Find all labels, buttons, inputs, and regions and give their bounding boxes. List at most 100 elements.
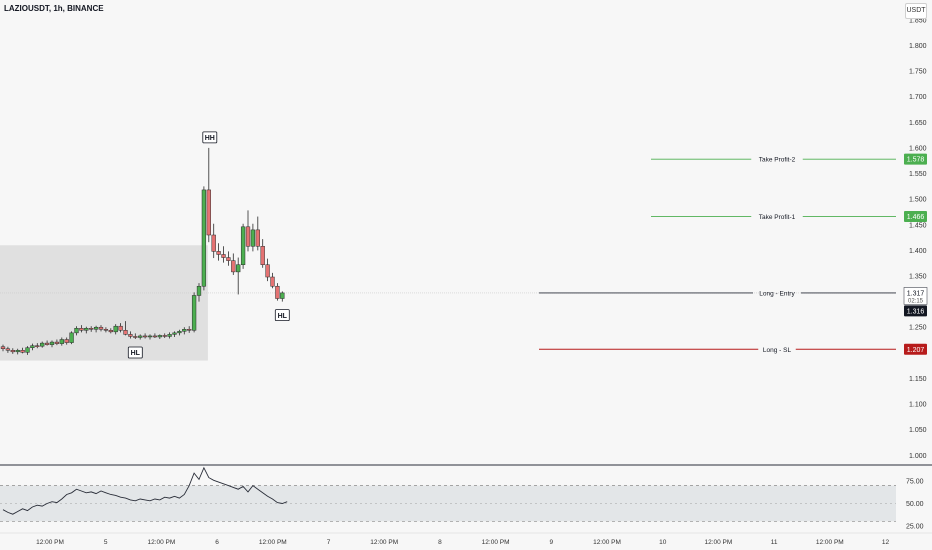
candle-body	[250, 229, 256, 247]
candle-body	[79, 327, 84, 331]
annotation-box	[127, 346, 143, 359]
candle	[201, 186, 207, 291]
annotation-label: HH	[202, 131, 218, 144]
candle	[103, 327, 109, 333]
candle-body	[103, 329, 109, 331]
candle-body	[40, 342, 45, 347]
candle	[20, 347, 25, 354]
currency-badge[interactable]: USDT	[905, 3, 927, 19]
price-axis-tick: 1.750	[909, 69, 927, 76]
candle-body	[265, 264, 270, 278]
candle	[196, 283, 202, 302]
candle-body	[211, 234, 216, 252]
candle-body	[123, 330, 128, 335]
time-axis-tick: 12:00 PM	[147, 539, 175, 546]
candle-body	[226, 257, 231, 261]
rsi-axis-tick: 50.00	[906, 501, 924, 508]
candle	[182, 327, 187, 335]
level-label: Take Profit-2	[759, 157, 796, 164]
candle	[270, 272, 275, 289]
candle	[280, 291, 285, 302]
candle-body	[35, 345, 40, 347]
level-line[interactable]: Take Profit-1	[651, 214, 896, 221]
candle	[108, 328, 113, 334]
price-tag-bg	[904, 153, 927, 165]
candle	[69, 331, 74, 345]
annotation-label: HL	[274, 309, 290, 322]
candle-body	[162, 335, 167, 337]
candle-body	[30, 345, 35, 348]
candle	[59, 337, 64, 346]
candle-body	[275, 285, 280, 299]
candle-body	[10, 350, 15, 353]
candle	[255, 216, 260, 251]
candle	[147, 334, 153, 340]
candle	[152, 333, 158, 338]
annotation-text: HL	[278, 313, 288, 320]
time-axis-tick: 12:00 PM	[370, 539, 398, 546]
current-price-countdown: 02:15	[908, 298, 924, 304]
candle-body	[221, 254, 226, 258]
candle	[128, 331, 133, 339]
price-axis-tick: 1.600	[909, 145, 927, 152]
price-tag-text: 1.207	[907, 347, 925, 354]
level-line[interactable]: Long - SL	[539, 347, 896, 354]
candle-body	[84, 327, 89, 331]
candle	[216, 243, 221, 261]
crosshair-price-bg	[904, 305, 927, 317]
time-axis-tick: 12:00 PM	[482, 539, 510, 546]
candle-body	[59, 339, 64, 344]
annotation-label: HL	[127, 346, 143, 359]
candle-body	[270, 276, 275, 287]
candle	[226, 251, 231, 266]
candle	[260, 239, 265, 268]
level-line[interactable]: Take Profit-2	[651, 157, 896, 164]
annotation-text: HL	[131, 350, 141, 357]
price-axis-tick: 1.350	[909, 273, 927, 280]
candle	[162, 333, 167, 338]
candle-body	[245, 226, 251, 247]
candle	[84, 326, 89, 334]
candle	[275, 283, 280, 301]
price-axis-tick: 1.450	[909, 222, 927, 229]
candle-body	[89, 327, 94, 330]
candle	[206, 147, 211, 243]
candle	[231, 253, 236, 275]
current-price-value: 1.317	[907, 290, 925, 297]
candle	[0, 344, 6, 352]
candle	[172, 331, 177, 337]
price-axis-tick: 1.800	[909, 43, 927, 50]
candle	[44, 340, 50, 346]
candle-body	[206, 189, 211, 236]
level-label: Take Profit-1	[759, 214, 796, 221]
candle-body	[240, 226, 246, 265]
candle	[15, 348, 20, 355]
candle-body	[182, 329, 187, 332]
time-axis-tick: 12:00 PM	[704, 539, 732, 546]
candle-body	[5, 348, 11, 351]
candle	[89, 326, 94, 332]
candle-body	[187, 329, 192, 331]
candle-body	[20, 350, 25, 353]
candle	[49, 340, 55, 348]
price-axis-tick: 1.000	[909, 453, 927, 460]
candle	[93, 325, 99, 333]
candle	[221, 246, 226, 263]
time-axis-tick: 12:00 PM	[259, 539, 287, 546]
candle-body	[138, 335, 143, 338]
time-axis-tick: 12	[882, 539, 890, 546]
level-line[interactable]: Long - Entry	[539, 290, 896, 297]
candle	[25, 346, 30, 355]
price-axis: 1.850 1.800 1.750 1.700 1.650 1.600 1.550 1.500…	[909, 17, 927, 460]
candle	[54, 339, 60, 346]
candle	[240, 223, 246, 269]
candle-series	[0, 147, 285, 355]
price-tag-bg	[904, 343, 927, 355]
candle-body	[93, 326, 99, 330]
candle	[64, 337, 69, 345]
candle	[40, 341, 45, 348]
candle-body	[25, 347, 30, 353]
candle	[10, 348, 15, 354]
